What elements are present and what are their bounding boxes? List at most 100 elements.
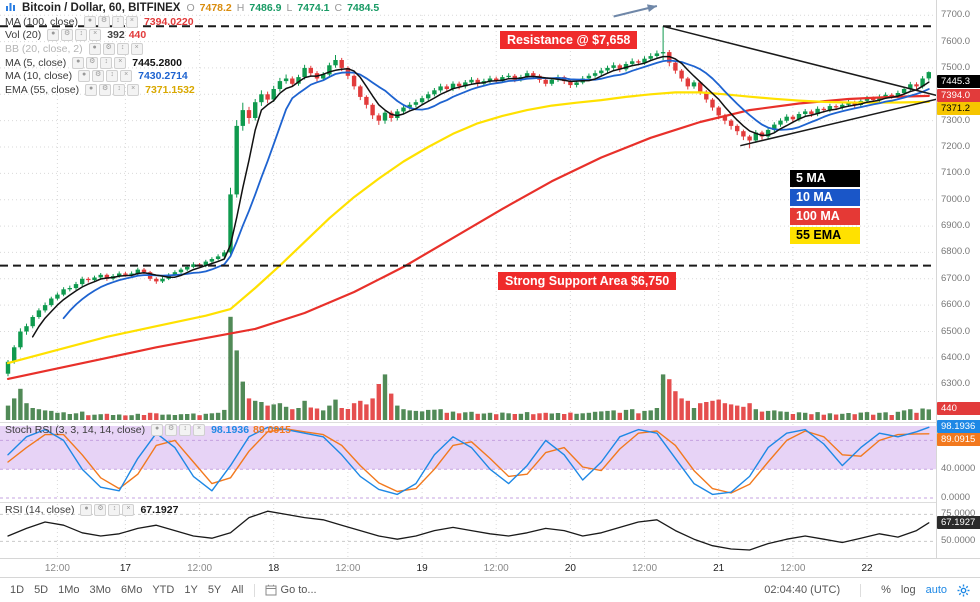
time-tick-label: 19	[416, 563, 428, 574]
stoch-band	[0, 426, 936, 542]
settings-icon[interactable]: ⚙	[86, 56, 99, 69]
close-icon[interactable]: ×	[125, 15, 138, 28]
range-button-1y[interactable]: 1Y	[184, 584, 198, 596]
rsi-value: 67.1927	[140, 504, 179, 516]
settings-gear-icon[interactable]	[957, 584, 970, 597]
arrows-icon[interactable]: ↕	[100, 56, 113, 69]
eye-icon[interactable]: ●	[80, 504, 93, 516]
eye-icon[interactable]: ●	[85, 83, 98, 96]
indicator-controls[interactable]: ● ⚙ ↕ ×	[72, 56, 127, 69]
symbol-title[interactable]: Bitcoin / Dollar, 60, BITFINEX	[22, 1, 181, 14]
arrows-icon[interactable]: ↕	[113, 83, 126, 96]
time-tick-label: 12:00	[44, 563, 70, 574]
toolbar-divider	[253, 583, 255, 597]
axis-tick-label: 0.0000	[941, 492, 971, 503]
ma-legend-chip[interactable]: 100 MA	[790, 208, 860, 225]
range-button-1mo[interactable]: 1Mo	[58, 584, 80, 596]
axis-tick-label: 75.0000	[941, 508, 976, 520]
time-axis[interactable]: 12:00 17 12:00 18 12:00 19 12:00 20 12:00 21 12:00…	[0, 558, 980, 578]
low-value: 7474.1	[297, 1, 330, 14]
time-tick-label: 20	[564, 563, 576, 574]
eye-icon[interactable]: ●	[78, 70, 91, 83]
indicator-row-bb: BB (20, close, 2) ● ⚙ ↕ ×	[5, 42, 195, 56]
indicator-row-ma5: MA (5, close) ● ⚙ ↕ × 7445.2800	[5, 56, 195, 70]
high-label: H	[236, 1, 245, 14]
volume-layer	[5, 316, 931, 420]
resistance-annotation[interactable]: Resistance @ $7,658	[500, 31, 638, 50]
close-icon[interactable]: ×	[120, 70, 133, 83]
indicator-controls[interactable]: ● ⚙ ↕ ×	[47, 29, 102, 42]
range-button-1d[interactable]: 1D	[10, 584, 25, 596]
ma-legend-chip[interactable]: 5 MA	[790, 170, 860, 187]
close-label: C	[334, 1, 343, 14]
arrows-icon[interactable]: ↕	[108, 504, 121, 516]
log-scale-button[interactable]: log	[900, 584, 916, 596]
axis-tick-label: 7200.0	[941, 141, 971, 152]
indicator-value: 7445.2800	[132, 56, 182, 69]
price-badge: 67.1927	[937, 515, 980, 529]
arrows-icon[interactable]: ↕	[179, 424, 192, 436]
close-value: 7484.5	[347, 1, 380, 14]
range-button-all[interactable]: All	[231, 584, 244, 596]
time-tick-label: 18	[268, 563, 280, 574]
close-icon[interactable]: ×	[127, 83, 140, 96]
clock: 02:04:40 (UTC)	[764, 584, 841, 596]
indicator-controls[interactable]: ● ⚙ ↕ ×	[78, 70, 133, 83]
range-button-3mo[interactable]: 3Mo	[89, 584, 111, 596]
close-icon[interactable]: ×	[130, 42, 143, 55]
eye-icon[interactable]: ●	[88, 42, 101, 55]
close-icon[interactable]: ×	[193, 424, 206, 436]
overlays-layer	[6, 55, 930, 380]
indicator-controls[interactable]: ● ⚙ ↕ ×	[83, 15, 138, 28]
close-icon[interactable]: ×	[89, 29, 102, 42]
arrows-icon[interactable]: ↕	[116, 42, 129, 55]
ma-legend-box[interactable]: 5 MA 10 MA 100 MA 55 EMA	[790, 170, 860, 244]
indicator-row-volume: Vol (20) ● ⚙ ↕ × 392 440	[5, 29, 195, 43]
arrows-icon[interactable]: ↕	[106, 70, 119, 83]
indicator-value: 392	[107, 29, 125, 42]
range-button-5d[interactable]: 5D	[34, 584, 49, 596]
indicator-controls[interactable]: ● ⚙ ↕ ×	[151, 424, 206, 436]
ohlc-readout: O 7478.2 H 7486.9 L 7474.1 C 7484.5	[186, 2, 379, 14]
time-tick-label: 12:00	[780, 563, 806, 574]
settings-icon[interactable]: ⚙	[61, 29, 74, 42]
eye-icon[interactable]: ●	[72, 56, 85, 69]
toolbar-divider	[860, 583, 862, 597]
close-icon[interactable]: ×	[122, 504, 135, 516]
price-badge: 7371.2	[937, 101, 980, 115]
settings-icon[interactable]: ⚙	[165, 424, 178, 436]
goto-button[interactable]: Go to...	[280, 584, 317, 596]
axis-tick-label: 7100.0	[941, 167, 971, 179]
indicator-value: 7430.2714	[138, 70, 188, 83]
arrows-icon[interactable]: ↕	[111, 15, 124, 28]
support-annotation[interactable]: Strong Support Area $6,750	[498, 271, 677, 290]
settings-icon[interactable]: ⚙	[97, 15, 110, 28]
close-icon[interactable]: ×	[114, 56, 127, 69]
settings-icon[interactable]: ⚙	[102, 42, 115, 55]
auto-scale-button[interactable]: auto	[925, 584, 947, 596]
price-axis[interactable]: 7700.07600.07500.07400.07300.07200.07100…	[936, 0, 980, 558]
ma-legend-chip[interactable]: 10 MA	[790, 189, 860, 206]
axis-tick-label: 7700.0	[941, 9, 971, 21]
range-button-ytd[interactable]: YTD	[152, 584, 175, 596]
indicator-controls[interactable]: ● ⚙ ↕ ×	[88, 42, 143, 55]
indicator-controls[interactable]: ● ⚙ ↕ ×	[85, 83, 140, 96]
low-label: L	[286, 1, 293, 14]
settings-icon[interactable]: ⚙	[92, 70, 105, 83]
calendar-icon[interactable]	[265, 584, 277, 596]
percent-scale-button[interactable]: %	[881, 584, 891, 596]
axis-tick-label: 40.0000	[941, 463, 976, 475]
indicator-controls[interactable]: ● ⚙ ↕ ×	[80, 504, 135, 516]
eye-icon[interactable]: ●	[47, 29, 60, 42]
settings-icon[interactable]: ⚙	[99, 83, 112, 96]
indicator-name: Stoch RSI (3, 3, 14, 14, close)	[5, 424, 146, 436]
eye-icon[interactable]: ●	[151, 424, 164, 436]
range-button-5y[interactable]: 5Y	[207, 584, 222, 596]
range-button-6mo[interactable]: 6Mo	[120, 584, 143, 596]
ma-legend-chip[interactable]: 55 EMA	[790, 227, 860, 244]
eye-icon[interactable]: ●	[83, 15, 96, 28]
arrows-icon[interactable]: ↕	[75, 29, 88, 42]
settings-icon[interactable]: ⚙	[94, 504, 107, 516]
